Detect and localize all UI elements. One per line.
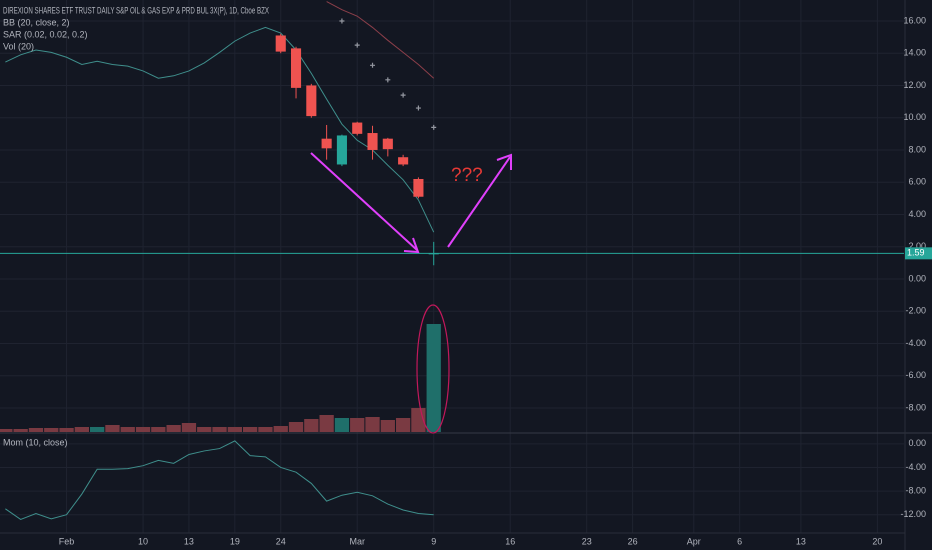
x-tick-label: 13 bbox=[184, 536, 194, 546]
sar-point bbox=[339, 18, 345, 24]
y-tick-label: 14.00 bbox=[903, 48, 926, 58]
y-tick-label: 0.00 bbox=[908, 438, 926, 448]
y-tick-label: -8.00 bbox=[905, 402, 926, 412]
y-tick-label: 6.00 bbox=[908, 177, 926, 187]
volume-bar bbox=[13, 429, 28, 432]
bb-upper-line bbox=[326, 1, 435, 79]
candle-body bbox=[413, 178, 424, 197]
x-tick-label: Apr bbox=[687, 536, 701, 546]
arrow-up bbox=[447, 156, 511, 248]
volume-bar bbox=[288, 422, 304, 432]
bb-basis-line bbox=[5, 26, 435, 233]
volume-bar bbox=[0, 429, 13, 432]
volume-bar bbox=[28, 428, 44, 432]
candle-body bbox=[290, 48, 302, 88]
last-price-tag bbox=[905, 247, 932, 260]
volume-bar bbox=[212, 427, 227, 432]
volume-bar bbox=[227, 427, 242, 432]
volume-bar bbox=[89, 427, 105, 432]
volume-bar bbox=[44, 428, 59, 432]
arrow-up-head bbox=[496, 153, 512, 170]
indicator-label: SAR (0.02, 0.02, 0.2) bbox=[3, 29, 88, 39]
x-tick-label: 26 bbox=[628, 536, 638, 546]
y-tick-label: 4.00 bbox=[908, 209, 926, 219]
volume-bar bbox=[74, 427, 89, 432]
arrows bbox=[310, 152, 512, 254]
candle-body bbox=[321, 138, 332, 149]
x-tick-label: Mar bbox=[349, 536, 365, 546]
candle-body bbox=[306, 85, 317, 117]
volume-bar bbox=[273, 426, 288, 432]
y-tick-label: 0.00 bbox=[908, 273, 926, 283]
sar-point bbox=[370, 62, 376, 68]
arrow-down-head bbox=[403, 237, 420, 254]
candle-body bbox=[336, 135, 347, 165]
sar-point bbox=[400, 92, 406, 98]
volume-bar bbox=[59, 428, 74, 432]
y-tick-label: 10.00 bbox=[903, 112, 926, 122]
y-tick-label: -4.00 bbox=[905, 462, 926, 472]
y-tick-label: 8.00 bbox=[908, 144, 926, 154]
x-tick-label: 6 bbox=[737, 536, 742, 546]
volume-bar bbox=[135, 427, 151, 432]
volume-bar bbox=[334, 418, 350, 432]
volume-bar bbox=[181, 423, 197, 432]
candle-body bbox=[275, 35, 286, 52]
y-tick-label: -6.00 bbox=[905, 370, 926, 380]
candle-body bbox=[382, 138, 393, 150]
volume-bar bbox=[166, 425, 181, 432]
y-tick-label: -8.00 bbox=[905, 485, 926, 495]
y-tick-label: -4.00 bbox=[905, 338, 926, 348]
grid-layer bbox=[0, 0, 904, 533]
arrow-down bbox=[310, 152, 418, 251]
sar-point bbox=[385, 77, 391, 83]
volume-bar bbox=[395, 418, 411, 432]
candle-body bbox=[367, 133, 378, 150]
volume-bar bbox=[197, 427, 212, 432]
volume-bar bbox=[304, 419, 319, 432]
volume-bar bbox=[350, 418, 365, 432]
indicator-label: Mom (10, close) bbox=[3, 437, 68, 447]
x-tick-label: 10 bbox=[138, 536, 148, 546]
candle-body bbox=[398, 157, 409, 165]
y-tick-label: 2.00 bbox=[908, 241, 926, 251]
volume-bar bbox=[105, 425, 120, 432]
mark-layer bbox=[0, 1, 904, 520]
volume-bar bbox=[151, 427, 166, 432]
last-price-label: 1.59 bbox=[907, 248, 925, 258]
volume-bar bbox=[242, 427, 258, 432]
highlight-ellipse bbox=[416, 304, 450, 434]
annotation: ??? bbox=[451, 165, 483, 186]
volume-bar bbox=[319, 415, 334, 432]
volume-bar bbox=[380, 420, 395, 432]
x-tick-label: 13 bbox=[796, 536, 806, 546]
sar-point bbox=[415, 105, 421, 111]
y-tick-label: 12.00 bbox=[903, 80, 926, 90]
chart-title: DIREXION SHARES ETF TRUST DAILY S&P OIL … bbox=[3, 5, 269, 15]
x-tick-label: 9 bbox=[431, 536, 436, 546]
x-tick-label: 23 bbox=[582, 536, 592, 546]
x-tick-label: 19 bbox=[230, 536, 240, 546]
volume-bar bbox=[365, 417, 380, 432]
y-tick-label: -2.00 bbox=[905, 306, 926, 316]
volume-bar bbox=[120, 427, 135, 432]
x-tick-label: 24 bbox=[276, 536, 286, 546]
sar-point bbox=[354, 42, 360, 48]
volume-bar bbox=[426, 324, 441, 432]
x-tick-label: 16 bbox=[505, 536, 515, 546]
x-tick-label: 20 bbox=[872, 536, 882, 546]
indicator-label: BB (20, close, 2) bbox=[3, 17, 70, 27]
candle-body bbox=[352, 122, 363, 134]
y-tick-label: 16.00 bbox=[903, 15, 926, 25]
momentum-line bbox=[5, 440, 434, 520]
volume-bar bbox=[258, 427, 273, 432]
indicator-label: Vol (20) bbox=[3, 41, 34, 51]
sar-point bbox=[431, 124, 437, 130]
x-tick-label: Feb bbox=[59, 536, 75, 546]
y-tick-label: -12.00 bbox=[900, 509, 926, 519]
